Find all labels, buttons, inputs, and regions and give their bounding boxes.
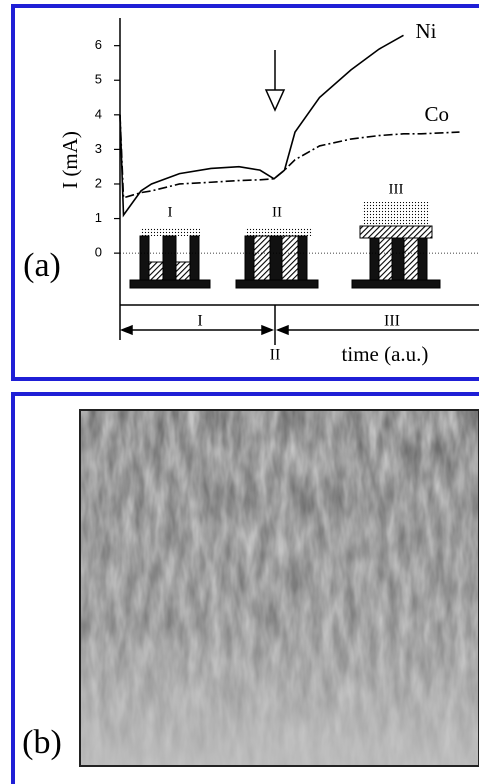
y-tick-label: 1 [95, 210, 102, 225]
phase-markers [120, 305, 479, 345]
y-tick-label: 5 [95, 72, 102, 87]
y-tick-label: 2 [95, 175, 102, 190]
diagram-label: II [272, 204, 282, 220]
legend-label: Ni [416, 19, 437, 43]
y-axis-label: I (mA) [58, 131, 82, 189]
y-tick-label: 6 [95, 37, 102, 52]
arrow [266, 50, 284, 110]
sem-image [80, 410, 479, 766]
series-line [120, 115, 460, 198]
phase-label: I [197, 313, 202, 330]
legend-label: Co [425, 102, 450, 126]
page: (b) (a) I (mA) time (a.u.) 0123456NiCoII… [0, 0, 479, 784]
y-tick-label: 4 [95, 106, 102, 121]
phase-label: II [270, 347, 281, 364]
pore-diagrams [130, 202, 440, 288]
y-tick-label: 0 [95, 245, 102, 260]
panel-frame [13, 6, 479, 379]
panel-label: (a) [23, 247, 61, 284]
phase-label: III [384, 313, 400, 330]
diagram-label: III [389, 181, 404, 197]
x-axis-label: time (a.u.) [342, 342, 429, 366]
panel-label: (b) [22, 724, 62, 761]
diagram-label: I [168, 204, 173, 220]
figure: (b) (a) I (mA) time (a.u.) 0123456NiCoII… [0, 0, 479, 784]
y-tick-label: 3 [95, 141, 102, 156]
